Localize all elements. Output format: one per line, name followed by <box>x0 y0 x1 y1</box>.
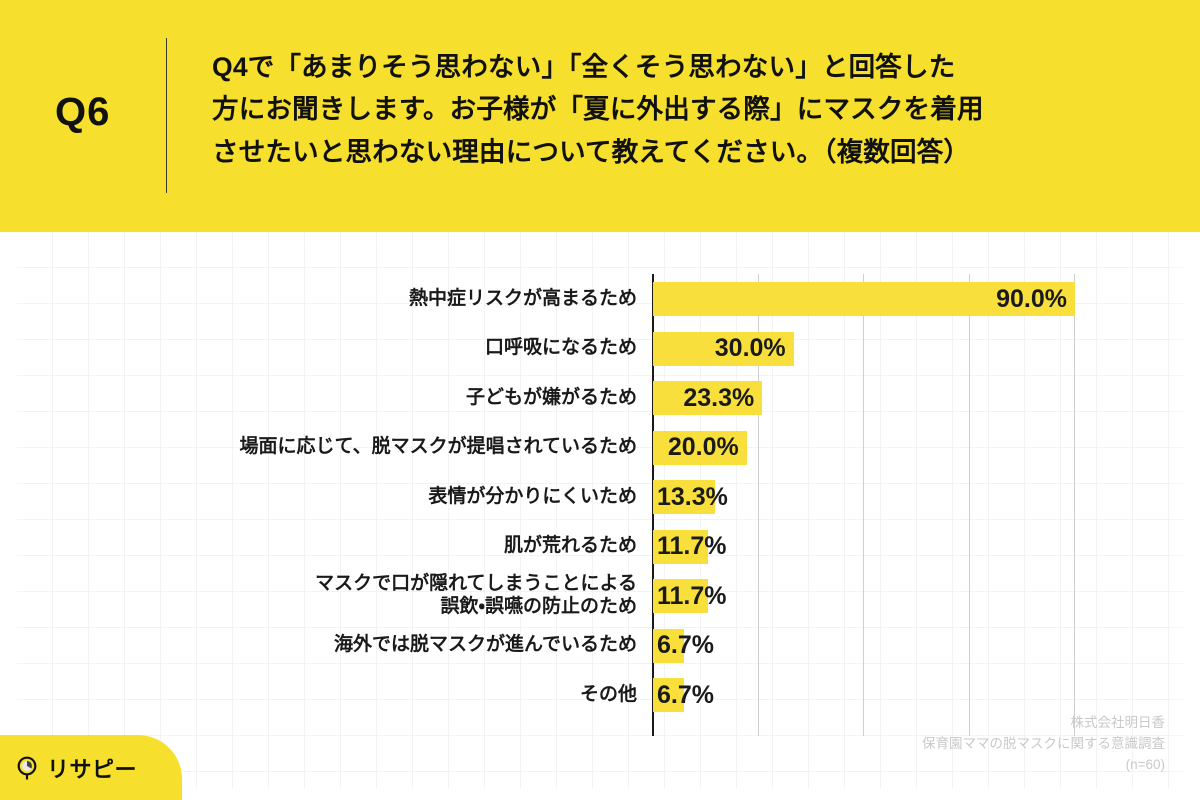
bar <box>653 579 708 613</box>
bar-category-label: 肌が荒れるため <box>503 535 637 557</box>
chart-gridline <box>863 274 864 736</box>
chart-gridline <box>1074 274 1075 736</box>
question-line-1: Q4で「あまりそう思わない」「全くそう思わない」と回答した <box>212 52 956 82</box>
bar-value-label: 6.7% <box>657 680 714 709</box>
bar-value-label: 90.0% <box>996 284 1067 313</box>
bar-value-label: 23.3% <box>683 383 755 412</box>
question-text: Q4で「あまりそう思わない」「全くそう思わない」と回答した 方にお聞きします。お… <box>212 46 1162 173</box>
bar <box>653 480 716 514</box>
bar-chart: 熱中症リスクが高まるため 90.0% 口呼吸になるため 30.0% 子どもが嫌がるため 2… <box>17 232 1183 788</box>
bar-value-label: 11.7% <box>657 581 727 610</box>
bar-category-label: 場面に応じて、脱マスクが提唱されているため <box>239 436 637 458</box>
chart-gridline <box>757 274 759 736</box>
bar-category-label: 子どもが嫌がるため <box>465 386 637 408</box>
bar <box>653 430 747 465</box>
bar <box>653 331 794 366</box>
brand-logo-text: リサピー <box>47 757 138 782</box>
credit-sample-size: (n=60) <box>1125 757 1165 773</box>
chart-rows: 熱中症リスクが高まるため 90.0% 口呼吸になるため 30.0% 子どもが嫌がるため 2… <box>17 232 1183 788</box>
credit-block: 株式会社明日香 保育園ママの脱マスクに関する意識調査 (n=60) <box>922 713 1165 776</box>
bar-category-label: 海外では脱マスクが進んでいるため <box>333 634 637 656</box>
chart-axis-line <box>652 274 654 736</box>
header-divider <box>166 38 167 193</box>
chart-gridlines <box>17 232 1183 788</box>
chart-row: 海外では脱マスクが進んでいるため 6.7% <box>17 621 1183 671</box>
header-band: Q6 Q4で「あまりそう思わない」「全くそう思わない」と回答した 方にお聞きしま… <box>0 0 1200 232</box>
question-line-2: 方にお聞きします。お子様が「夏に外出する際」にマスクを着用 <box>212 94 984 125</box>
bar-value-label: 6.7% <box>657 631 714 659</box>
bar <box>653 628 685 663</box>
chart-row: 子どもが嫌がるため 23.3% <box>17 373 1183 423</box>
brand-logo[interactable]: リサピー <box>14 752 137 784</box>
bar <box>653 282 1075 316</box>
bar-value-label: 11.7% <box>657 532 727 560</box>
credit-company: 株式会社明日香 <box>1070 715 1166 731</box>
bar-category-label: その他 <box>579 683 637 705</box>
bar <box>653 529 708 564</box>
bar-category-label: マスクで口が隠れてしまうことによる 誤飲・誤嚥の防止のため <box>315 573 637 617</box>
bar-value-label: 20.0% <box>667 433 739 461</box>
magnifier-pie-icon <box>14 755 40 781</box>
chart-row: 肌が荒れるため 11.7% <box>17 522 1183 572</box>
chart-row: その他 6.7% <box>17 670 1183 720</box>
bar-category-label: 表情が分かりにくいため <box>428 485 637 507</box>
chart-row: 場面に応じて、脱マスクが提唱されているため 20.0% <box>17 423 1183 473</box>
bar-category-label: 熱中症リスクが高まるため <box>408 287 637 309</box>
chart-row: 熱中症リスクが高まるため 90.0% <box>17 274 1183 324</box>
bar <box>653 381 763 415</box>
chart-card: 熱中症リスクが高まるため 90.0% 口呼吸になるため 30.0% 子どもが嫌がるため 2… <box>17 232 1183 788</box>
chart-row: マスクで口が隠れてしまうことによる 誤飲・誤嚥の防止のため 11.7% <box>17 571 1183 621</box>
chart-row: 口呼吸になるため 30.0% <box>17 324 1183 374</box>
bar <box>653 678 685 712</box>
credit-survey: 保育園ママの脱マスクに関する意識調査 <box>922 736 1165 752</box>
chart-gridline <box>968 274 970 736</box>
chart-row: 表情が分かりにくいため 13.3% <box>17 472 1183 522</box>
bar-value-label: 30.0% <box>714 334 786 362</box>
bar-category-label: 口呼吸になるため <box>484 337 637 359</box>
bar-value-label: 13.3% <box>657 482 728 511</box>
question-number: Q6 <box>55 90 111 134</box>
question-line-3: させたいと思わない理由について教えてください。（複数回答） <box>212 136 971 167</box>
